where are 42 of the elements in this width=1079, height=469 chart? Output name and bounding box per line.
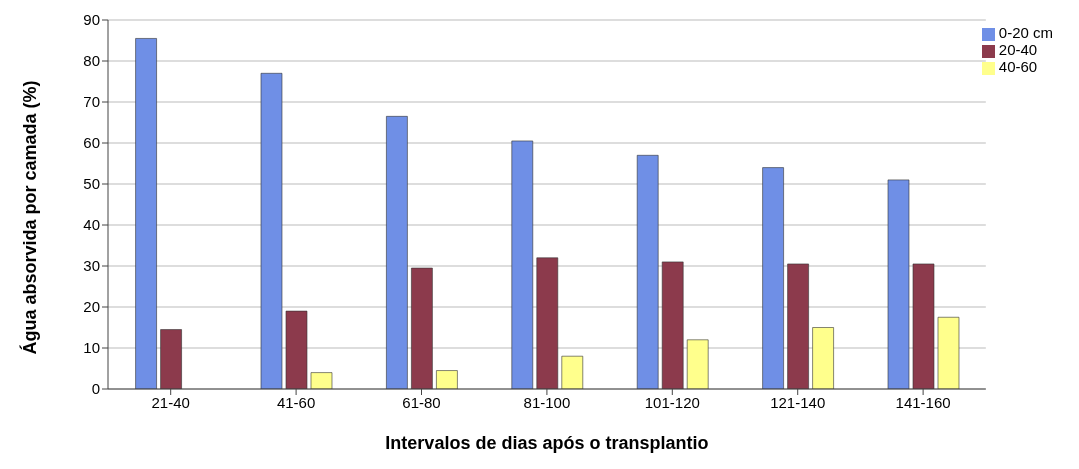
bar (135, 38, 157, 389)
bar (661, 261, 684, 389)
bar (812, 327, 834, 389)
x-tick-label: 41-60 (276, 393, 316, 411)
y-tick-label: 70 (83, 93, 100, 111)
y-tick-label: 60 (83, 134, 100, 152)
bar (260, 73, 283, 389)
y-tick-label: 90 (83, 11, 100, 29)
legend-label: 0-20 cm (998, 24, 1053, 41)
bar (912, 263, 935, 389)
bar (887, 179, 910, 389)
y-tick-label: 0 (91, 380, 100, 398)
y-axis-title: Água absorvida por camada (%) (19, 80, 41, 355)
bar (310, 372, 333, 389)
x-tick-label: 21-40 (151, 393, 190, 411)
legend-label: 20-40 (998, 41, 1038, 58)
x-tick-label: 81-100 (523, 393, 571, 411)
bar (285, 310, 308, 389)
y-tick-label: 20 (83, 298, 100, 316)
bar (762, 167, 784, 389)
y-tick-label: 10 (83, 339, 100, 357)
x-axis-title: Intervalos de dias após o transplantio (385, 433, 709, 453)
x-tick-label: 61-80 (402, 393, 441, 411)
bar (411, 267, 433, 389)
bar (436, 370, 458, 389)
bar (561, 355, 584, 389)
bar (536, 257, 559, 389)
x-tick-label: 101-120 (644, 393, 700, 411)
legend-label: 40-60 (998, 58, 1038, 75)
bar (511, 140, 534, 389)
bar (160, 329, 182, 389)
bar (386, 116, 408, 389)
bar (686, 339, 709, 389)
bar (636, 155, 659, 389)
bar (787, 263, 809, 389)
y-tick-label: 30 (83, 257, 100, 275)
x-tick-label: 121-140 (770, 393, 826, 411)
x-tick-label: 141-160 (895, 393, 951, 411)
y-tick-label: 80 (83, 52, 100, 70)
y-tick-label: 50 (83, 175, 100, 193)
bar (937, 316, 960, 389)
y-tick-label: 40 (83, 216, 100, 234)
